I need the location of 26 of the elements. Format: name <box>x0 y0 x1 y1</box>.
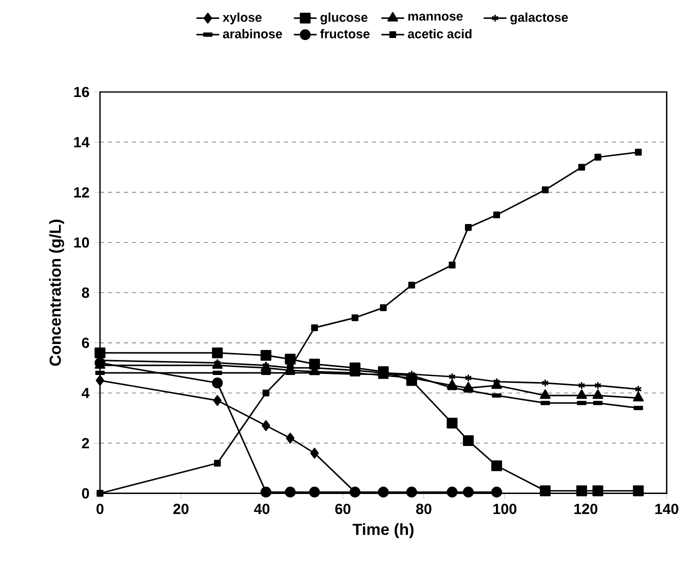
y-tick-label: 12 <box>74 187 90 198</box>
x-tick-label: 80 <box>416 504 432 514</box>
y-tick-label: 10 <box>74 237 89 248</box>
x-tick-label: 40 <box>254 504 270 514</box>
y-axis-title: Concentration (g/L) <box>49 220 64 366</box>
x-tick-label: 100 <box>493 504 516 514</box>
y-tick-label: 2 <box>82 438 90 448</box>
legend-label: arabinose <box>222 29 282 38</box>
x-axis-title: Time (h) <box>352 523 414 538</box>
legend-label: xylose <box>222 12 262 24</box>
legend-label: acetic acid <box>408 29 472 38</box>
x-tick-label: 120 <box>574 504 598 514</box>
y-tick-label: 6 <box>82 338 90 348</box>
y-tick-label: 0 <box>82 488 89 499</box>
x-tick-label: 140 <box>655 504 678 514</box>
legend-label: galactose <box>510 12 568 24</box>
x-tick-label: 20 <box>173 504 189 514</box>
legend-label: glucose <box>320 12 368 24</box>
legend-label: mannose <box>408 14 463 21</box>
legend-label: fructose <box>320 29 370 38</box>
y-tick-label: 4 <box>82 388 90 398</box>
x-tick-label: 60 <box>335 504 350 514</box>
x-tick-label: 0 <box>96 504 104 514</box>
y-tick-label: 8 <box>82 287 90 298</box>
y-tick-label: 16 <box>74 86 90 98</box>
y-tick-label: 14 <box>74 137 90 148</box>
